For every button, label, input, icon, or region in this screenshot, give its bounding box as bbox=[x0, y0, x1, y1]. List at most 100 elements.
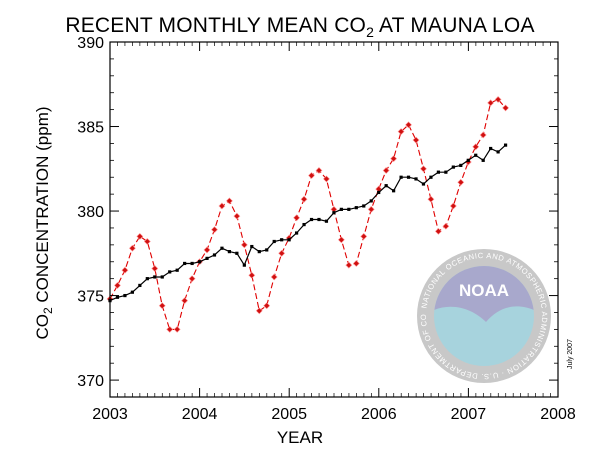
point-square-10 bbox=[183, 261, 187, 266]
point-diamond-4 bbox=[136, 232, 144, 240]
x-tick-label: 2005 bbox=[271, 406, 307, 423]
point-square-14 bbox=[212, 253, 217, 257]
y-tick-label: 380 bbox=[77, 204, 104, 221]
point-diamond-49 bbox=[472, 143, 480, 151]
point-square-25 bbox=[294, 231, 299, 235]
point-diamond-42 bbox=[420, 165, 427, 173]
point-diamond-28 bbox=[315, 167, 323, 174]
point-square-34 bbox=[362, 204, 366, 208]
point-square-46 bbox=[451, 165, 455, 169]
point-square-26 bbox=[302, 222, 306, 227]
x-tick-label: 2003 bbox=[92, 406, 128, 423]
point-diamond-14 bbox=[211, 226, 218, 234]
point-square-52 bbox=[496, 150, 500, 154]
point-diamond-40 bbox=[405, 121, 412, 129]
y-tick-label: 390 bbox=[77, 35, 104, 52]
point-diamond-29 bbox=[323, 175, 330, 183]
point-square-42 bbox=[421, 182, 426, 186]
logo-inner bbox=[434, 266, 534, 366]
point-square-19 bbox=[250, 244, 254, 249]
point-square-12 bbox=[197, 260, 202, 264]
point-diamond-23 bbox=[278, 249, 286, 257]
point-square-23 bbox=[280, 238, 284, 242]
point-diamond-31 bbox=[337, 236, 345, 244]
point-diamond-21 bbox=[263, 302, 271, 310]
point-square-50 bbox=[481, 158, 485, 162]
point-diamond-37 bbox=[382, 167, 390, 174]
point-diamond-39 bbox=[397, 128, 405, 136]
point-square-1 bbox=[115, 295, 120, 299]
point-diamond-3 bbox=[128, 244, 136, 252]
point-square-13 bbox=[205, 256, 209, 260]
point-diamond-38 bbox=[390, 155, 398, 163]
x-axis-label: YEAR bbox=[276, 428, 324, 447]
point-square-48 bbox=[466, 158, 470, 162]
point-square-31 bbox=[339, 207, 343, 211]
point-square-33 bbox=[354, 206, 358, 210]
y-tick-label: 370 bbox=[77, 373, 104, 390]
point-diamond-7 bbox=[158, 302, 166, 310]
point-diamond-45 bbox=[442, 222, 450, 230]
point-square-4 bbox=[138, 283, 142, 288]
point-square-51 bbox=[489, 146, 493, 151]
point-diamond-20 bbox=[255, 307, 263, 315]
point-square-40 bbox=[406, 175, 411, 179]
point-square-24 bbox=[287, 238, 291, 242]
point-diamond-25 bbox=[293, 214, 301, 222]
point-diamond-43 bbox=[427, 195, 435, 203]
logo-sky bbox=[434, 266, 534, 322]
point-square-5 bbox=[145, 277, 149, 281]
point-square-6 bbox=[153, 275, 157, 279]
point-square-29 bbox=[324, 219, 329, 223]
point-square-18 bbox=[242, 263, 246, 267]
point-square-43 bbox=[429, 175, 433, 179]
point-square-2 bbox=[123, 293, 127, 298]
point-diamond-27 bbox=[308, 172, 315, 179]
point-square-32 bbox=[347, 207, 351, 211]
point-diamond-46 bbox=[449, 202, 457, 210]
point-diamond-33 bbox=[352, 260, 360, 267]
point-square-47 bbox=[459, 163, 463, 168]
point-diamond-47 bbox=[457, 178, 465, 186]
point-diamond-8 bbox=[166, 325, 174, 333]
point-square-41 bbox=[414, 177, 418, 181]
point-square-45 bbox=[444, 170, 448, 174]
point-square-27 bbox=[309, 217, 314, 222]
point-diamond-53 bbox=[502, 104, 509, 112]
point-square-44 bbox=[436, 170, 441, 174]
y-tick-label: 375 bbox=[77, 289, 104, 306]
point-diamond-44 bbox=[434, 227, 442, 235]
chart-title: RECENT MONTHLY MEAN CO2 AT MAUNA LOA bbox=[0, 14, 600, 40]
point-square-9 bbox=[175, 268, 179, 272]
point-diamond-10 bbox=[181, 297, 189, 305]
point-square-20 bbox=[257, 250, 261, 254]
axis-layer: 370 375 380 385 390 2003 2004 2005 2006 2007 2008 bbox=[77, 35, 576, 423]
point-square-39 bbox=[399, 175, 403, 179]
point-square-53 bbox=[503, 143, 508, 147]
point-square-37 bbox=[384, 184, 388, 188]
point-diamond-51 bbox=[487, 99, 495, 107]
point-diamond-1 bbox=[114, 282, 121, 289]
y-tick-label: 385 bbox=[77, 120, 104, 137]
point-square-36 bbox=[377, 190, 381, 195]
date-stamp: July 2007 bbox=[567, 339, 574, 369]
point-diamond-16 bbox=[225, 197, 233, 205]
point-square-28 bbox=[317, 217, 321, 222]
point-diamond-5 bbox=[143, 238, 151, 245]
point-diamond-6 bbox=[151, 265, 159, 272]
point-diamond-18 bbox=[240, 241, 248, 249]
x-tick-label: 2008 bbox=[540, 406, 576, 423]
point-diamond-15 bbox=[218, 202, 226, 210]
point-diamond-34 bbox=[360, 232, 368, 240]
point-diamond-22 bbox=[270, 273, 278, 281]
series-layer bbox=[106, 96, 509, 333]
point-diamond-17 bbox=[233, 212, 241, 220]
x-tick-label: 2007 bbox=[451, 406, 487, 423]
point-diamond-35 bbox=[367, 205, 375, 213]
point-square-30 bbox=[332, 211, 336, 215]
point-diamond-19 bbox=[248, 271, 256, 279]
point-diamond-2 bbox=[121, 266, 129, 274]
point-square-8 bbox=[168, 270, 172, 274]
